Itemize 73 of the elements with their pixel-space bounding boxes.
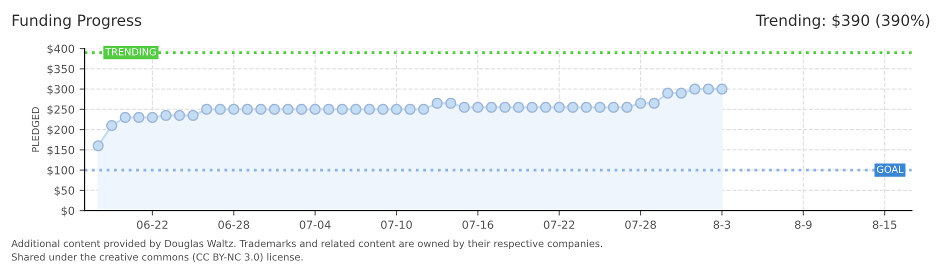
y-tick-label: $50: [54, 186, 74, 196]
point: [540, 102, 552, 113]
point: [268, 104, 280, 115]
point: [648, 98, 660, 109]
point: [418, 104, 430, 115]
x-tick-label: 8-9: [794, 220, 812, 229]
chart-title: Funding Progress: [12, 14, 142, 29]
point: [499, 102, 511, 113]
x-tick-label: 07-22: [544, 220, 574, 229]
point: [160, 110, 172, 121]
x-tick-label: 8-15: [872, 220, 896, 229]
point: [716, 84, 728, 95]
point: [364, 104, 375, 115]
point: [323, 104, 334, 115]
point: [133, 112, 144, 124]
point: [336, 104, 348, 115]
point: [214, 104, 226, 115]
point: [594, 102, 606, 113]
point: [472, 102, 484, 113]
y-axis-title: PLEDGED: [32, 107, 40, 152]
x-tick-label: 06-28: [218, 220, 250, 229]
y-tick-label: $350: [48, 64, 74, 75]
point: [458, 102, 470, 113]
point: [580, 102, 592, 113]
y-tick-label: $100: [48, 166, 74, 176]
y-tick-label: $300: [48, 84, 74, 95]
point: [242, 104, 253, 115]
point: [676, 88, 687, 99]
x-tick-label: 06-22: [136, 220, 168, 229]
point: [662, 88, 674, 99]
point: [146, 112, 158, 124]
x-tick-label: 07-28: [625, 220, 656, 229]
text: Additional content provided by Douglas Waltz. Trademarks and related content are owned by their respective companies.: [11, 240, 602, 250]
point: [106, 120, 118, 132]
point: [390, 104, 402, 115]
point: [608, 102, 620, 113]
x-tick-label: 07-16: [462, 220, 494, 229]
point: [445, 98, 456, 109]
point: [174, 110, 186, 121]
point: [702, 84, 714, 95]
y-tick-label: $0: [62, 206, 74, 216]
point: [228, 104, 240, 115]
point: [282, 104, 294, 115]
x-tick-label: 07-04: [300, 220, 331, 229]
ref-line-label: GOAL: [876, 166, 904, 173]
text: Shared under the creative commons (CC BY-NC 3.0) license.: [12, 253, 302, 262]
point: [621, 102, 633, 113]
y-tick-label: $250: [48, 105, 74, 116]
point: [486, 102, 497, 113]
point: [526, 102, 538, 113]
chart-subtitle: Trending: $390 (390%): [756, 14, 930, 29]
y-tick-label: $400: [48, 44, 74, 54]
point: [404, 104, 416, 115]
point: [567, 102, 578, 113]
point: [377, 104, 388, 115]
point: [296, 104, 308, 115]
point: [512, 102, 524, 113]
point: [310, 104, 321, 115]
point: [350, 104, 362, 115]
point: [188, 110, 199, 121]
ref-line-label: TRENDING: [105, 48, 156, 56]
x-tick-label: 07-10: [381, 220, 412, 229]
point: [120, 112, 131, 124]
point: [255, 104, 266, 115]
point: [635, 98, 646, 109]
y-tick-label: $200: [48, 125, 74, 136]
point: [432, 98, 443, 109]
point: [689, 84, 700, 95]
point: [554, 102, 565, 113]
x-tick-label: 8-3: [714, 220, 730, 229]
y-tick-label: $150: [48, 146, 74, 156]
point: [92, 140, 104, 152]
point: [201, 104, 212, 115]
